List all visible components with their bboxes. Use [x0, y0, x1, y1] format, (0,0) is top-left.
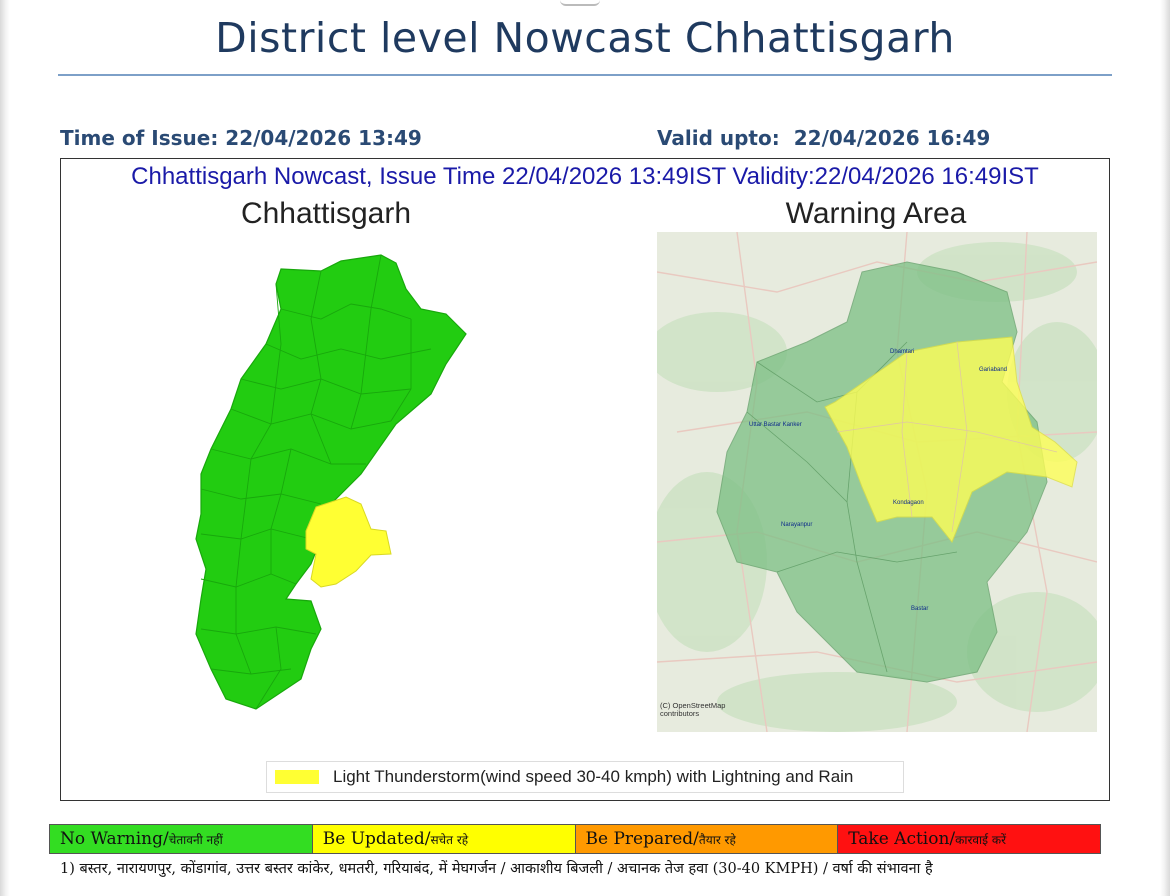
- warning-area-graphic: [657, 232, 1097, 732]
- warning-district-zone: [305, 496, 392, 588]
- valid-upto-value: 22/04/2026 16:49: [793, 126, 991, 150]
- scale-no-warning-label: No Warning/: [60, 829, 169, 849]
- nowcast-map-panel: Chhattisgarh Nowcast, Issue Time 22/04/2…: [60, 158, 1110, 801]
- map-label-bastar: Bastar: [911, 606, 929, 612]
- scale-take-action: Take Action/कारवाई करें: [838, 825, 1100, 853]
- scale-no-warning-hindi: चेतावनी नहीं: [168, 833, 223, 847]
- map-legend: Light Thunderstorm(wind speed 30-40 kmph…: [266, 761, 904, 793]
- map-label-dhamtari: Dhamtari: [890, 349, 915, 355]
- district-note: 1) बस्तर, नारायणपुर, कोंडागांव, उत्तर बस…: [60, 861, 933, 877]
- warning-color-scale: No Warning/चेतावनी नहीं Be Updated/सचेत …: [49, 824, 1101, 854]
- state-district-map: [195, 254, 467, 710]
- map-label-narayanpur: Narayanpur: [781, 522, 813, 528]
- scale-be-updated-label: Be Updated/: [322, 829, 431, 849]
- legend-swatch-yellow: [275, 770, 319, 784]
- warning-zone-roads: [836, 341, 1058, 533]
- state-outline: [195, 254, 467, 710]
- district-boundaries: [200, 254, 432, 710]
- osm-credit: (C) OpenStreetMap contributors: [660, 701, 726, 718]
- warning-area-title: Warning Area: [785, 197, 967, 230]
- warning-zone: [824, 336, 1078, 543]
- issue-time: Time of Issue: 22/04/2026 13:49: [60, 126, 422, 150]
- map-label-kondagaon: Kondagaon: [893, 500, 924, 506]
- panel-header: Chhattisgarh Nowcast, Issue Time 22/04/2…: [131, 163, 1039, 190]
- scale-take-action-label: Take Action/: [848, 829, 956, 849]
- page-edge-right: [1160, 0, 1170, 896]
- scale-be-prepared-hindi: तैयार रहे: [698, 833, 736, 847]
- scale-take-action-hindi: कारवाई करें: [955, 833, 1006, 847]
- page-title: District level Nowcast Chhattisgarh: [215, 14, 955, 62]
- title-divider: [58, 74, 1112, 76]
- state-map-title: Chhattisgarh: [240, 197, 412, 230]
- legend-label: Light Thunderstorm(wind speed 30-40 kmph…: [333, 767, 854, 786]
- scale-be-updated: Be Updated/सचेत रहे: [312, 825, 576, 853]
- emblem-icon: [560, 0, 600, 6]
- map-label-uttar-bastar-kanker: Uttar Bastar Kanker: [749, 422, 802, 428]
- valid-upto-label: Valid upto:: [657, 126, 780, 150]
- page-edge-left: [0, 0, 10, 896]
- valid-upto: Valid upto: 22/04/2026 16:49: [657, 126, 990, 150]
- scale-no-warning: No Warning/चेतावनी नहीं: [50, 825, 313, 853]
- scale-be-prepared-label: Be Prepared/: [585, 829, 699, 849]
- scale-be-prepared: Be Prepared/तैयार रहे: [575, 825, 839, 853]
- map-label-gariaband: Gariaband: [979, 367, 1008, 373]
- scale-be-updated-hindi: सचेत रहे: [430, 833, 469, 847]
- warning-area-map: Dhamtari Gariaband Uttar Bastar Kanker K…: [657, 232, 1097, 732]
